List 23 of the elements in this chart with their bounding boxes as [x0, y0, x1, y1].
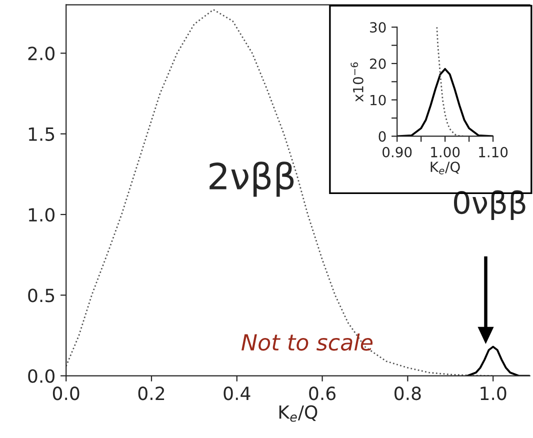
y-tick-label: 1.0 — [28, 208, 54, 222]
x-axis-title: K$_{e}$/Q — [430, 162, 460, 174]
x-tick-label: 0.4 — [224, 386, 250, 400]
y-tick-label: 10 — [370, 94, 386, 106]
x-tick-label: 1.10 — [479, 146, 508, 158]
annotation: 2νββ — [210, 162, 294, 197]
x-tick-label: 0.8 — [394, 386, 421, 400]
annotation: Not to scale — [242, 334, 373, 351]
x-tick-label: 1.00 — [431, 146, 460, 158]
x-axis-title: K$_{e}$/Q — [279, 405, 318, 422]
x-tick-label: 1.0 — [480, 386, 506, 400]
x-tick-label: 0.90 — [382, 146, 412, 158]
x-tick-label: 0.6 — [309, 386, 336, 400]
y-tick-label: 0.0 — [28, 369, 54, 383]
y-tick-label: 0 — [378, 131, 386, 142]
y-tick-label: 30 — [370, 22, 386, 33]
y-axis-title: x10$^{−6}$ — [350, 62, 364, 102]
y-tick-label: 20 — [370, 58, 386, 69]
y-tick-label: 2.0 — [28, 46, 54, 60]
y-tick-label: 1.5 — [28, 128, 54, 141]
y-tick-label: 0.5 — [28, 288, 54, 302]
x-tick-label: 0.2 — [138, 386, 164, 400]
x-tick-label: 0.0 — [52, 386, 80, 400]
